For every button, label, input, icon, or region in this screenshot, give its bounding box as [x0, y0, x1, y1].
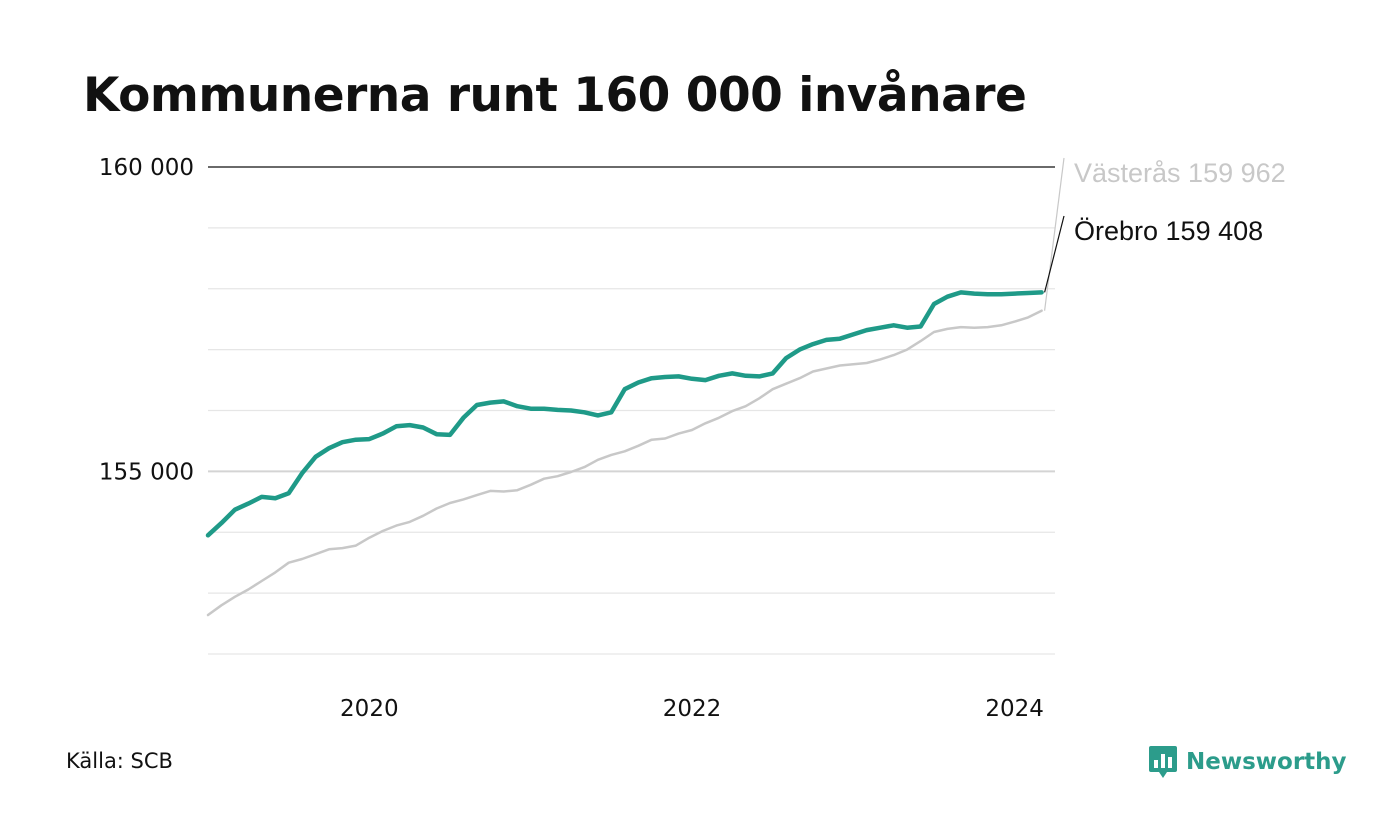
y-axis-tick-labels: 155 000 160 000	[99, 155, 194, 485]
series-lines	[205, 290, 1044, 617]
series-end-label: Västerås 159 962	[1074, 158, 1286, 188]
x-tick-label: 2020	[340, 696, 399, 722]
series-end-label: Örebro 159 408	[1074, 216, 1263, 246]
y-tick-label: 155 000	[99, 459, 194, 485]
x-tick-label: 2022	[663, 696, 722, 722]
series-line-orebro	[205, 290, 1044, 538]
x-tick-label: 2024	[985, 696, 1044, 722]
bar-chart-speech-bubble-icon	[1149, 746, 1177, 778]
x-axis-tick-labels: 2020 2022 2024	[340, 696, 1044, 722]
series-line-vasteras	[206, 309, 1043, 617]
brand-name: Newsworthy	[1186, 749, 1347, 775]
end-label-leader	[1044, 157, 1065, 311]
y-tick-label: 160 000	[99, 155, 194, 181]
end-label-leader	[1044, 215, 1065, 293]
source-note: Källa: SCB	[66, 749, 173, 773]
gridlines	[208, 166, 1055, 655]
series-end-labels: Västerås 159 962 Örebro 159 408	[1044, 157, 1286, 311]
brand-logo: Newsworthy	[1148, 744, 1347, 780]
chart-title: Kommunerna runt 160 000 invånare	[83, 68, 1027, 123]
